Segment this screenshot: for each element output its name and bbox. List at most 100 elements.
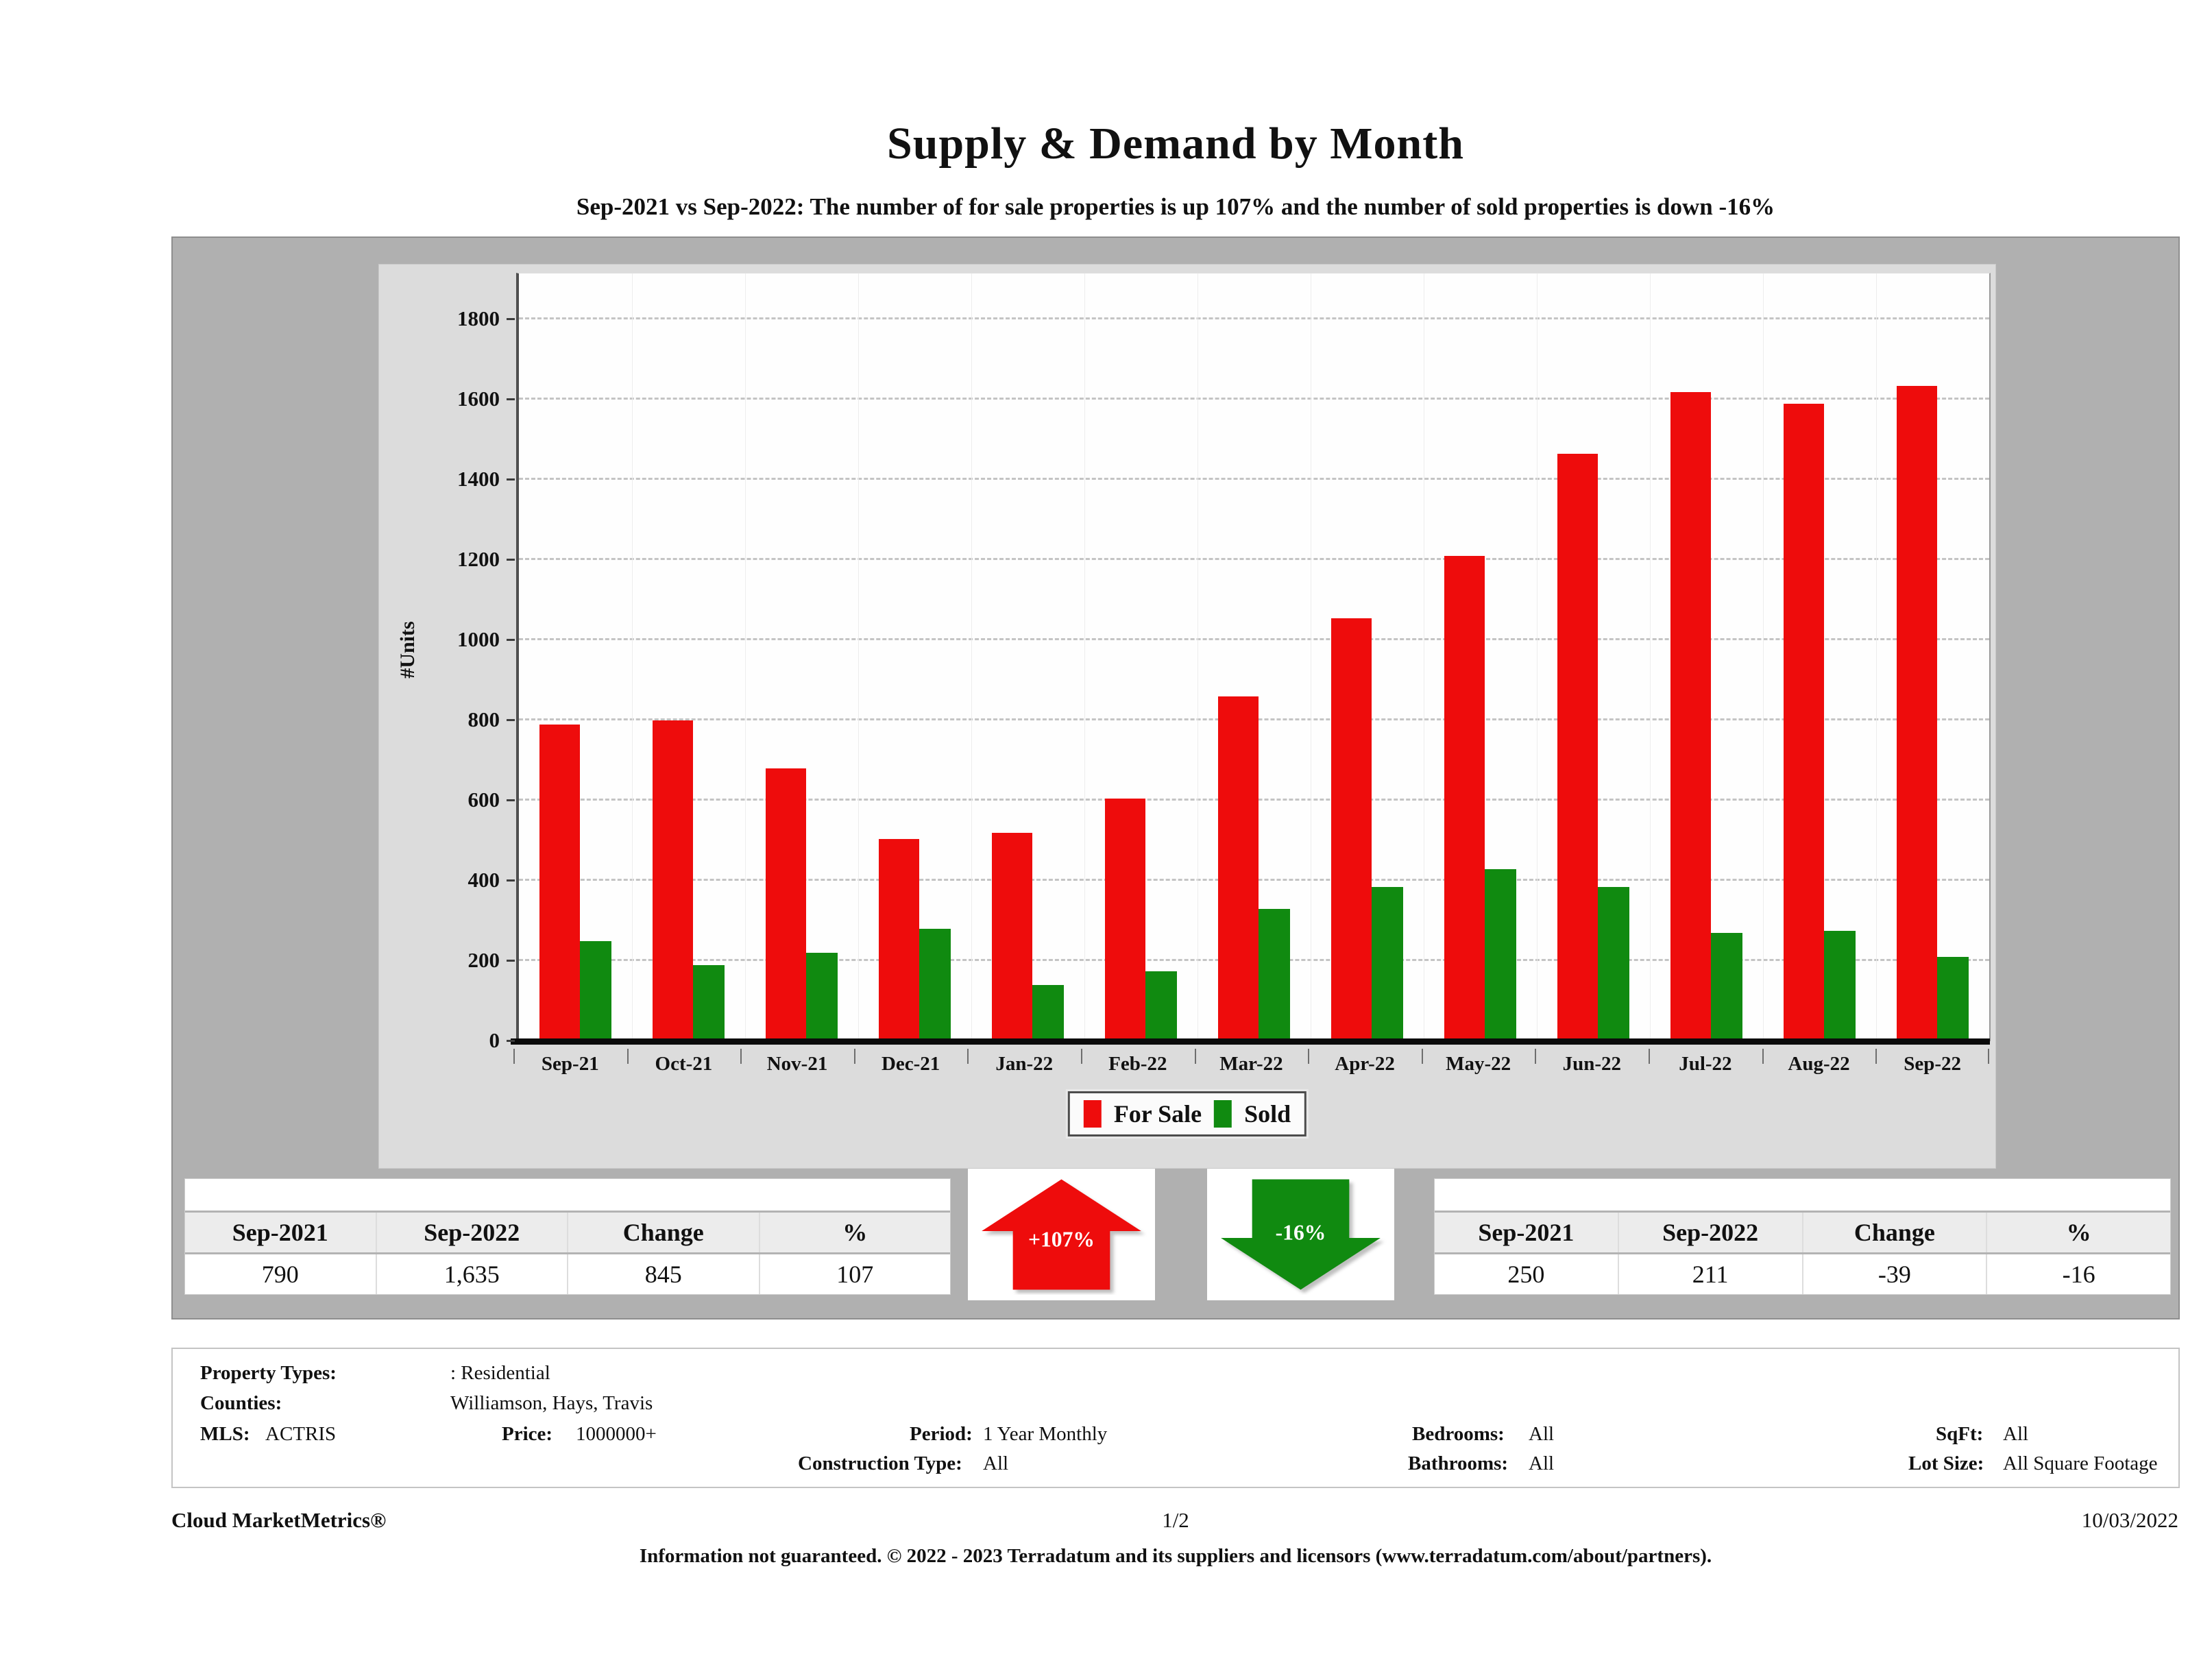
bar-sold-Jun-22 <box>1598 886 1630 1041</box>
y-axis-tick-label: 1600 <box>457 387 500 411</box>
x-axis-label-Sep-21: Sep-21 <box>513 1046 627 1083</box>
supply-table-header-row: Sep-2021 Sep-2022 Change % <box>185 1211 950 1254</box>
supply-summary-table: Sep-2021 Sep-2022 Change % 790 1,635 845… <box>184 1178 951 1295</box>
mls-label: MLS: <box>200 1423 250 1445</box>
bar-sold-Jan-22 <box>1032 985 1065 1041</box>
column-header: % <box>1986 1213 2170 1252</box>
x-axis-label-Mar-22: Mar-22 <box>1194 1046 1309 1083</box>
month-separator <box>858 273 859 1041</box>
month-separator <box>1876 273 1877 1041</box>
plot-area <box>516 273 1991 1041</box>
supply-table-value-row: 790 1,635 845 107 <box>185 1254 950 1294</box>
y-axis-tick-label: 200 <box>467 948 500 973</box>
report-date: 10/03/2022 <box>2081 1508 2178 1532</box>
demand-table-header-row: Sep-2021 Sep-2022 Change % <box>1435 1211 2170 1254</box>
y-axis-tick <box>507 478 515 481</box>
x-axis-line <box>511 1038 1990 1045</box>
column-header: % <box>758 1213 951 1252</box>
lot-size-label: Lot Size: <box>1908 1452 1984 1474</box>
column-header: Change <box>567 1213 759 1252</box>
down-arrow-icon: -16% <box>1221 1179 1381 1290</box>
month-separator <box>971 273 972 1041</box>
price-value: 1000000+ <box>576 1423 657 1445</box>
supply-change-card: +107% <box>968 1169 1155 1300</box>
x-axis-label-Jul-22: Jul-22 <box>1649 1046 1762 1083</box>
table-cell: 211 <box>1617 1254 1802 1294</box>
y-axis-tick-label: 1200 <box>457 547 500 572</box>
counties-label: Counties: <box>200 1392 282 1414</box>
bar-for-sale-May-22 <box>1444 556 1485 1041</box>
bar-for-sale-Nov-21 <box>765 768 807 1041</box>
period-label: Period: <box>910 1423 973 1445</box>
y-axis-tick-label: 1000 <box>457 627 500 652</box>
table-cell: 845 <box>567 1254 759 1294</box>
sold-swatch-icon <box>1214 1100 1232 1128</box>
bar-sold-Jul-22 <box>1711 933 1743 1041</box>
y-axis-tick-label: 1400 <box>457 467 500 491</box>
bar-sold-Aug-22 <box>1824 931 1856 1041</box>
x-axis-label-Oct-21: Oct-21 <box>627 1046 741 1083</box>
demand-table-value-row: 250 211 -39 -16 <box>1435 1254 2170 1294</box>
bar-sold-Oct-21 <box>693 964 725 1041</box>
page-number: 1/2 <box>1162 1508 1189 1532</box>
month-separator <box>1537 273 1538 1041</box>
footer: Cloud MarketMetrics® 1/2 10/03/2022 <box>171 1508 2180 1535</box>
bar-sold-Feb-22 <box>1145 971 1178 1041</box>
y-axis-tick <box>507 719 515 722</box>
bar-sold-Nov-21 <box>806 953 838 1041</box>
bar-for-sale-Jul-22 <box>1670 391 1712 1041</box>
bar-sold-Sep-22 <box>1937 956 1969 1041</box>
y-axis-tick-label: 0 <box>489 1028 500 1052</box>
x-axis-label-Apr-22: Apr-22 <box>1308 1046 1422 1083</box>
y-axis-tick-label: 400 <box>467 868 500 892</box>
month-separator <box>1763 273 1764 1041</box>
bar-for-sale-Aug-22 <box>1783 404 1825 1041</box>
legend-for-sale-label: For Sale <box>1113 1100 1202 1128</box>
bar-for-sale-Feb-22 <box>1104 799 1146 1041</box>
construction-type-label: Construction Type: <box>798 1452 962 1474</box>
column-header: Sep-2022 <box>375 1213 568 1252</box>
property-types-value: : Residential <box>450 1362 550 1384</box>
counties-value: Williamson, Hays, Travis <box>450 1392 653 1414</box>
y-axis-tick <box>507 318 515 321</box>
month-separator <box>632 273 633 1041</box>
x-axis-label-Jun-22: Jun-22 <box>1535 1046 1649 1083</box>
x-axis-label-Nov-21: Nov-21 <box>740 1046 854 1083</box>
demand-change-card: -16% <box>1207 1169 1394 1300</box>
bar-for-sale-Apr-22 <box>1330 618 1372 1041</box>
bar-sold-Dec-21 <box>919 929 951 1041</box>
sqft-label: SqFt: <box>1936 1423 1984 1445</box>
y-axis-tick-label: 1800 <box>457 306 500 331</box>
bar-for-sale-Sep-21 <box>539 724 581 1041</box>
lot-size-value: All Square Footage <box>2003 1452 2158 1474</box>
gridline <box>519 478 1989 481</box>
bedrooms-value: All <box>1529 1423 1555 1445</box>
x-axis-label-Sep-22: Sep-22 <box>1875 1046 1989 1083</box>
sqft-value: All <box>2003 1423 2029 1445</box>
column-header: Change <box>1801 1213 1986 1252</box>
brand-name: Cloud MarketMetrics® <box>171 1508 387 1532</box>
y-axis-tick-label: 600 <box>467 788 500 812</box>
y-axis-tick <box>507 1040 515 1042</box>
bedrooms-label: Bedrooms: <box>1412 1423 1505 1445</box>
for-sale-swatch-icon <box>1083 1100 1102 1128</box>
x-axis-label-Jan-22: Jan-22 <box>967 1046 1081 1083</box>
column-header: Sep-2021 <box>1478 1219 1575 1246</box>
month-separator <box>1650 273 1651 1041</box>
period-value: 1 Year Monthly <box>983 1423 1108 1445</box>
up-arrow-icon: +107% <box>982 1179 1141 1290</box>
bar-for-sale-Jan-22 <box>991 832 1033 1041</box>
bar-sold-Apr-22 <box>1372 886 1404 1041</box>
bar-for-sale-Dec-21 <box>878 838 920 1041</box>
y-axis-tick <box>507 799 515 802</box>
report-criteria-box: Property Types: : Residential Counties: … <box>171 1348 2180 1488</box>
bathrooms-value: All <box>1529 1452 1555 1474</box>
chart-panel: #Units Sep-21 Oct-21 Nov-21 Dec-21 Jan-22 Feb… <box>378 264 1996 1169</box>
x-axis-label-Feb-22: Feb-22 <box>1081 1046 1195 1083</box>
page-subtitle: Sep-2021 vs Sep-2022: The number of for … <box>576 193 1775 220</box>
bar-for-sale-Oct-21 <box>652 720 694 1041</box>
table-cell: 790 <box>261 1261 299 1288</box>
legend-sold-label: Sold <box>1244 1100 1291 1128</box>
y-axis-tick <box>507 398 515 401</box>
